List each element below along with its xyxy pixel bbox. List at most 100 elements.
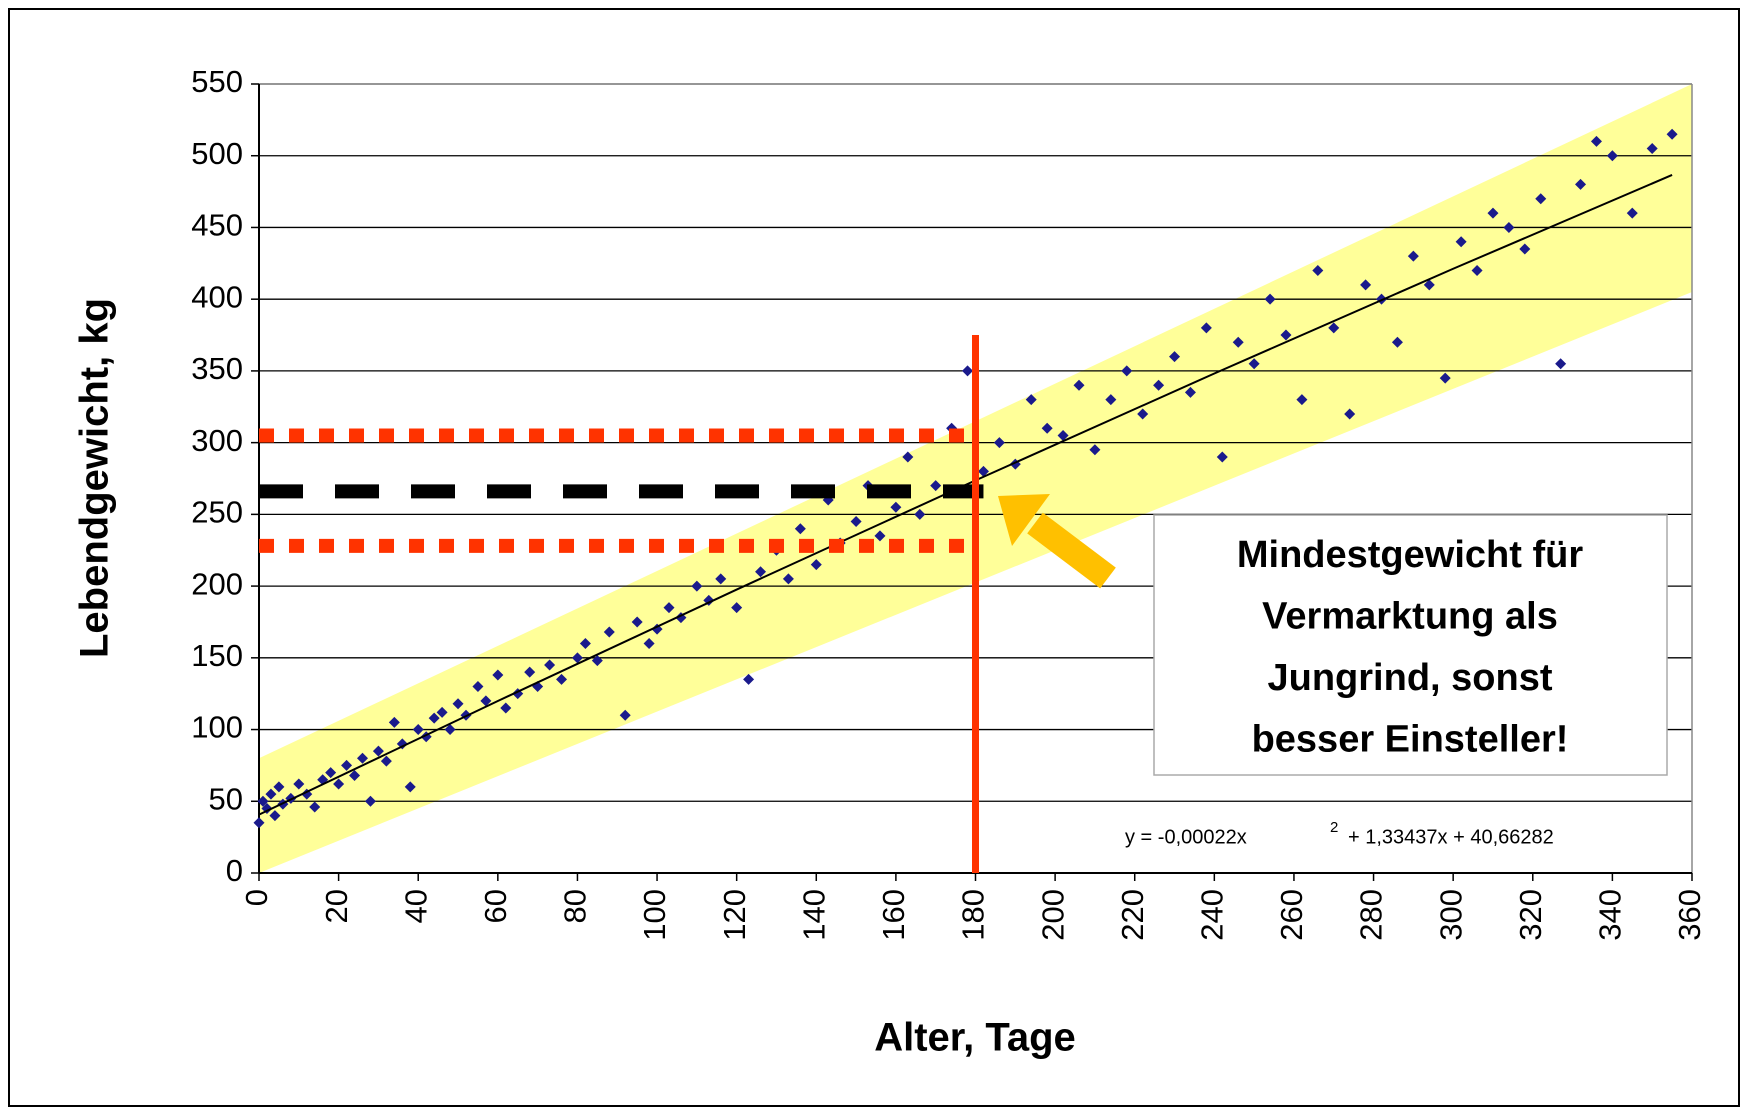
x-tick-label: 280 <box>1354 889 1389 941</box>
point <box>265 788 277 800</box>
point <box>1312 264 1324 276</box>
point <box>396 738 408 750</box>
point <box>544 659 556 671</box>
point <box>1089 444 1101 456</box>
point <box>436 706 448 718</box>
x-tick-label: 160 <box>876 889 911 941</box>
annotation-box <box>1153 514 1668 776</box>
point <box>257 795 269 807</box>
x-tick-label: 260 <box>1274 889 1309 941</box>
point <box>269 810 281 822</box>
point <box>349 769 361 781</box>
point <box>1216 451 1228 463</box>
y-tick-label: 300 <box>191 423 243 458</box>
point <box>977 465 989 477</box>
point <box>755 566 767 578</box>
point <box>1200 322 1212 334</box>
point <box>333 778 345 790</box>
point <box>1590 135 1602 147</box>
x-tick-label: 120 <box>717 889 752 941</box>
point <box>1280 329 1292 341</box>
point <box>1344 408 1356 420</box>
point <box>715 573 727 585</box>
point <box>731 602 743 614</box>
point <box>1137 408 1149 420</box>
point <box>1057 429 1069 441</box>
annotation-text: besser Einsteller! <box>1252 719 1569 761</box>
x-tick-label: 220 <box>1115 889 1150 941</box>
point <box>691 580 703 592</box>
y-axis-title: Lebendgewicht, kg <box>73 298 117 658</box>
y-tick-label: 500 <box>191 136 243 171</box>
point <box>874 530 886 542</box>
point <box>492 669 504 681</box>
equation: + 1,33437x + 40,66282 <box>1348 826 1554 848</box>
point <box>452 698 464 710</box>
point <box>1455 236 1467 248</box>
point <box>743 673 755 685</box>
y-tick-label: 400 <box>191 279 243 314</box>
point <box>388 716 400 728</box>
point <box>1041 422 1053 434</box>
point <box>1487 207 1499 219</box>
y-tick-label: 50 <box>209 781 243 816</box>
point <box>1439 372 1451 384</box>
point <box>1407 250 1419 262</box>
point <box>1666 128 1678 140</box>
data-layer <box>253 128 1678 829</box>
x-tick-label: 340 <box>1593 889 1628 941</box>
x-tick-label: 240 <box>1195 889 1230 941</box>
x-tick-label: 40 <box>398 889 433 923</box>
point <box>1169 351 1181 363</box>
x-tick-label: 180 <box>956 889 991 941</box>
point <box>1391 336 1403 348</box>
point <box>1296 394 1308 406</box>
point <box>325 767 337 779</box>
x-tick-label: 300 <box>1433 889 1468 941</box>
x-tick-label: 0 <box>239 889 274 906</box>
point <box>962 365 974 377</box>
x-axis-title: Alter, Tage <box>874 1016 1076 1060</box>
point <box>643 637 655 649</box>
point <box>890 501 902 513</box>
point <box>571 652 583 664</box>
point <box>412 724 424 736</box>
point <box>782 573 794 585</box>
y-tick-label: 200 <box>191 566 243 601</box>
point <box>253 817 265 829</box>
point <box>1606 150 1618 162</box>
x-tick-label: 140 <box>796 889 831 941</box>
point <box>663 602 675 614</box>
point <box>1555 358 1567 370</box>
arrow-head <box>998 494 1050 546</box>
point <box>1073 379 1085 391</box>
point <box>428 712 440 724</box>
point <box>309 801 321 813</box>
point <box>1232 336 1244 348</box>
annotation-text: Mindestgewicht für <box>1237 534 1583 576</box>
point <box>1264 293 1276 305</box>
point <box>914 508 926 520</box>
x-tick-label: 60 <box>478 889 513 923</box>
x-tick-label: 200 <box>1035 889 1070 941</box>
equation: y = -0,00022x <box>1125 826 1247 848</box>
overlay-layer <box>259 335 984 873</box>
annotation-text: Vermarktung als <box>1262 596 1558 638</box>
point <box>1121 365 1133 377</box>
point <box>631 616 643 628</box>
point <box>1626 207 1638 219</box>
point <box>1184 386 1196 398</box>
x-tick-label: 20 <box>319 889 354 923</box>
y-tick-label: 250 <box>191 495 243 530</box>
point <box>1575 178 1587 190</box>
y-tick-label: 150 <box>191 638 243 673</box>
point <box>1248 358 1260 370</box>
y-tick-label: 350 <box>191 351 243 386</box>
point <box>810 559 822 571</box>
point <box>993 437 1005 449</box>
point <box>603 626 615 638</box>
annotation-text: Jungrind, sonst <box>1268 657 1553 699</box>
point <box>930 480 942 492</box>
